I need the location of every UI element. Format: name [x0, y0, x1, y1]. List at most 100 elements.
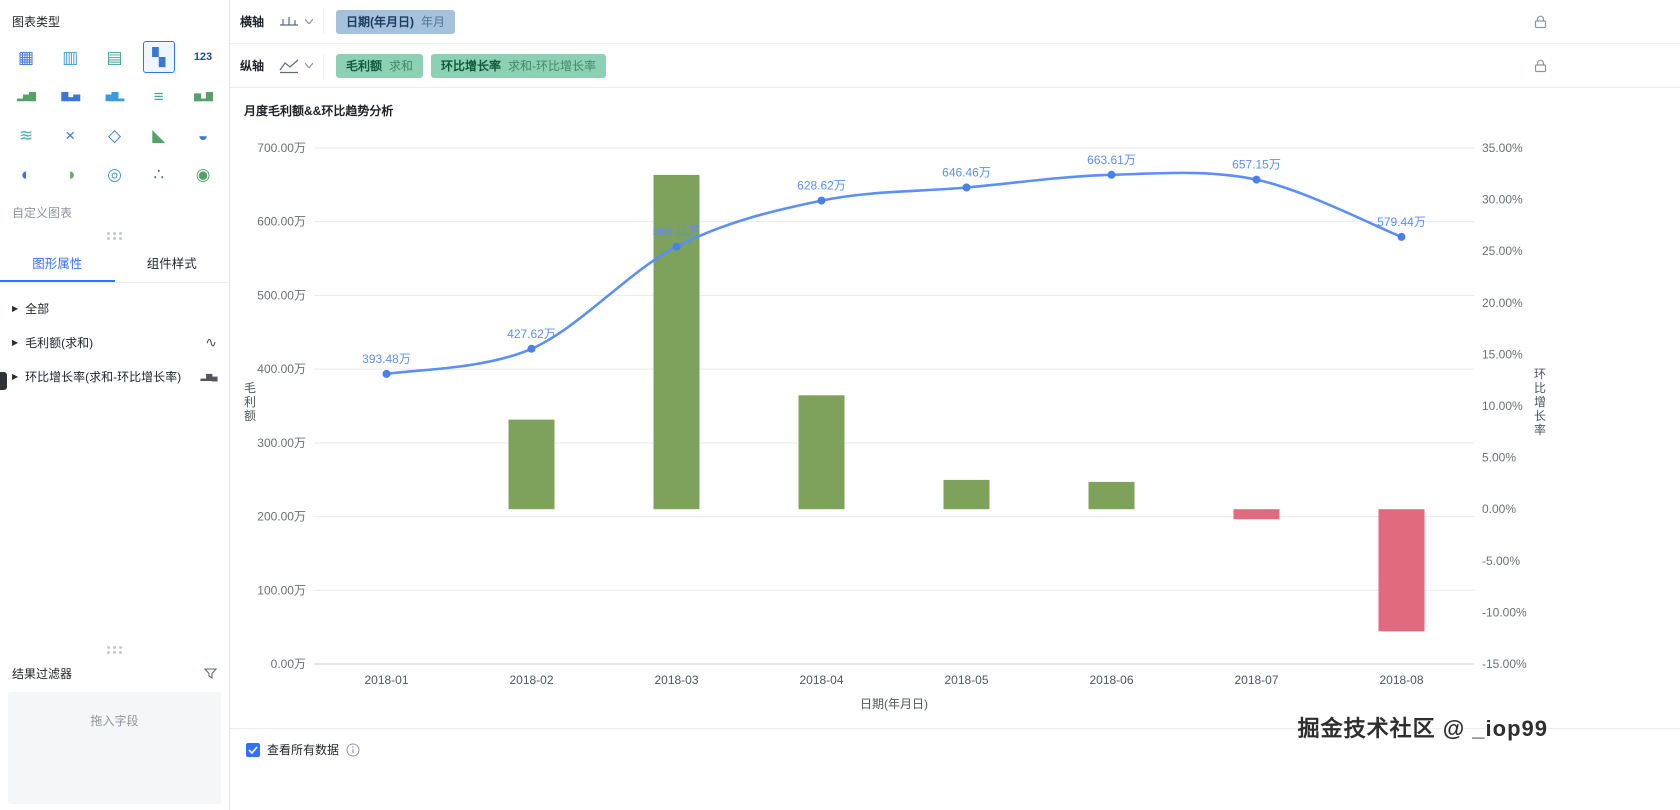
- view-all-data-checkbox[interactable]: [246, 742, 260, 757]
- pill-growth-rate-aggregation: 求和-环比增长率: [508, 59, 597, 73]
- waterfall-chart-icon-glyph: ▆▂▇: [194, 90, 213, 101]
- gauge-chart-icon[interactable]: ◒: [187, 119, 219, 151]
- point-2018-07[interactable]: [1252, 175, 1261, 184]
- data-label-2018-08: 579.44万: [1377, 215, 1426, 229]
- left-axis-tick: 400.00万: [257, 362, 306, 376]
- y-axis-lock-icon[interactable]: [1534, 59, 1547, 73]
- chart-footer: 查看所有数据: [230, 728, 1680, 810]
- y-axis-label: 纵轴: [240, 59, 265, 73]
- pill-gross-profit[interactable]: 毛利额 求和: [336, 53, 424, 78]
- chart-canvas-container: 700.00万 600.00万 500.00万 400.00万 300.00万 200.0…: [230, 128, 1680, 728]
- right-axis-tick: -5.00%: [1482, 554, 1520, 568]
- y-axis-type-dropdown[interactable]: [278, 53, 324, 78]
- bar-chart-icon-glyph: ≡: [153, 86, 164, 106]
- data-label-2018-03: 566.11万: [653, 225, 701, 239]
- x-category-2018-02: 2018-02: [509, 673, 553, 687]
- right-axis-tick: 5.00%: [1482, 451, 1516, 465]
- pie-chart-icon[interactable]: ◐: [10, 158, 42, 190]
- bar-2018-03[interactable]: [653, 174, 700, 510]
- bar-2018-06[interactable]: [1088, 481, 1135, 510]
- pill-growth-rate[interactable]: 环比增长率 求和-环比增长率: [431, 53, 607, 78]
- rose-chart-icon[interactable]: ◑: [54, 158, 86, 190]
- check-icon: [248, 745, 258, 754]
- stacked-column-icon[interactable]: ▂▅▇: [10, 80, 42, 112]
- panel-drag-handle[interactable]: [0, 223, 229, 244]
- section-gross-profit-label: 毛利额(求和): [25, 335, 94, 350]
- left-axis-tick: 600.00万: [257, 215, 306, 229]
- x-axis-type-dropdown[interactable]: [278, 9, 324, 34]
- tab-graphic-properties[interactable]: 图形属性: [0, 244, 115, 282]
- tab-component-style[interactable]: 组件样式: [146, 257, 197, 271]
- combo-chart[interactable]: 700.00万 600.00万 500.00万 400.00万 300.00万 200.0…: [230, 128, 1679, 728]
- x-category-2018-07: 2018-07: [1234, 673, 1278, 687]
- data-label-2018-01: 393.48万: [362, 352, 411, 366]
- x-category-2018-05: 2018-05: [944, 673, 988, 687]
- point-2018-06[interactable]: [1107, 170, 1116, 179]
- info-icon[interactable]: [346, 743, 360, 757]
- point-2018-01[interactable]: [382, 369, 391, 378]
- bar-2018-07[interactable]: [1233, 509, 1280, 520]
- x-axis-label: 横轴: [240, 15, 265, 29]
- pivot-table-icon[interactable]: ▥: [54, 41, 86, 73]
- section-all-label: 全部: [25, 301, 50, 316]
- point-2018-03[interactable]: [672, 242, 681, 251]
- area-chart-icon[interactable]: ◣: [143, 119, 175, 151]
- expand-triangle-icon: ▶: [12, 303, 19, 313]
- indicator-card-icon[interactable]: 123: [187, 41, 219, 73]
- point-2018-04[interactable]: [817, 196, 826, 205]
- left-axis-title: 毛利额: [244, 381, 256, 423]
- right-axis-title: 环比增长率: [1534, 367, 1546, 437]
- scatter-chart-icon[interactable]: ∴: [143, 158, 175, 190]
- x-category-2018-08: 2018-08: [1379, 673, 1423, 687]
- column-chart-icon-glyph: ▇▃▅: [61, 90, 80, 101]
- x-axis-pills: 日期(年月日) 年月: [336, 9, 456, 34]
- line-series[interactable]: [386, 171, 1402, 376]
- point-2018-05[interactable]: [962, 183, 971, 192]
- chart-builder-main: 横轴 日期(年月日) 年月 纵轴: [230, 0, 1680, 810]
- filter-funnel-icon[interactable]: [204, 667, 217, 680]
- pill-gross-profit-field: 毛利额: [346, 59, 383, 73]
- detail-table-icon-glyph: ▤: [106, 47, 123, 67]
- map-chart-icon[interactable]: ◉: [187, 158, 219, 190]
- area-chart-icon-glyph: ◣: [152, 125, 166, 145]
- line-chart-icon: ∿: [205, 333, 217, 350]
- chart-title: 月度毛利额&&环比趋势分析: [244, 104, 394, 118]
- x-axis-lock-icon[interactable]: [1534, 15, 1547, 29]
- waterfall-chart-icon[interactable]: ▆▂▇: [187, 80, 219, 112]
- pill-date-dimension-field: 日期(年月日): [346, 15, 414, 29]
- bar-2018-08[interactable]: [1378, 509, 1425, 632]
- column-chart-icon[interactable]: ▇▃▅: [54, 80, 86, 112]
- radar-chart-icon[interactable]: ◎: [99, 158, 131, 190]
- wave-chart-icon[interactable]: ≋: [10, 119, 42, 151]
- point-2018-02[interactable]: [527, 344, 536, 353]
- section-gross-profit[interactable]: ▶ 毛利额(求和) ∿: [0, 325, 229, 359]
- right-axis-tick: 20.00%: [1482, 296, 1523, 310]
- bar-2018-02[interactable]: [508, 419, 555, 510]
- pivot-table-icon-glyph: ▥: [62, 47, 79, 67]
- bar-2018-04[interactable]: [798, 395, 845, 510]
- pill-date-dimension[interactable]: 日期(年月日) 年月: [336, 9, 456, 34]
- custom-chart-label: 自定义图表: [12, 206, 73, 220]
- grouped-column-icon[interactable]: ▅▇▂: [99, 80, 131, 112]
- hexagon-chart-icon[interactable]: ◇: [99, 119, 131, 151]
- drop-zone-placeholder: 拖入字段: [90, 714, 139, 728]
- radar-chart-icon-glyph: ◎: [107, 164, 122, 184]
- section-all[interactable]: ▶ 全部: [0, 291, 229, 325]
- filter-drag-handle[interactable]: [0, 637, 229, 658]
- parallel-chart-icon[interactable]: ×: [54, 119, 86, 151]
- bar-chart-icon[interactable]: ≡: [143, 80, 175, 112]
- left-axis-tick: 700.00万: [257, 141, 306, 155]
- combo-chart-icon[interactable]: ▚: [142, 41, 175, 73]
- right-axis-tick: 30.00%: [1482, 193, 1523, 207]
- chart-type-panel: 图表类型 ▦ ▥ ▤ ▚ 123 ▂▅▇ ▇▃▅ ▅▇▂ ≡ ▆▂▇ ≋ × ◇ ◣ ◒ ◐ ◑ ◎ ∴ ◉ 自定义图…: [0, 0, 230, 810]
- gauge-chart-icon-glyph: ◒: [197, 125, 209, 145]
- field-drop-zone[interactable]: 拖入字段: [8, 692, 221, 804]
- section-growth-rate[interactable]: ▶ 环比增长率(求和-环比增长率) ▂▆▄: [0, 359, 229, 393]
- bar-2018-05[interactable]: [943, 479, 990, 510]
- y-axis-pills: 毛利额 求和 环比增长率 求和-环比增长率: [336, 53, 607, 78]
- detail-table-icon[interactable]: ▤: [99, 41, 131, 73]
- sidebar-spacer: [0, 393, 229, 637]
- table-icon[interactable]: ▦: [10, 41, 42, 73]
- point-2018-08[interactable]: [1397, 232, 1406, 241]
- panel-collapse-handle[interactable]: [0, 372, 7, 390]
